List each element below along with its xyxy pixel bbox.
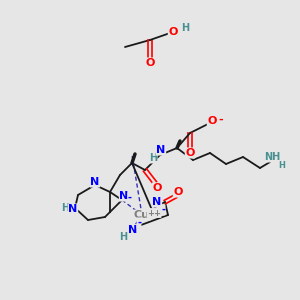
Text: O: O bbox=[152, 183, 162, 193]
Text: O: O bbox=[173, 187, 183, 197]
Text: H: H bbox=[119, 232, 127, 242]
Text: -: - bbox=[219, 115, 223, 125]
Text: H: H bbox=[61, 203, 69, 213]
Text: H: H bbox=[279, 160, 285, 169]
Text: O: O bbox=[185, 148, 195, 158]
Text: NH: NH bbox=[264, 152, 280, 162]
Text: Cu: Cu bbox=[134, 210, 150, 220]
Text: N: N bbox=[156, 145, 166, 155]
Text: N: N bbox=[152, 197, 162, 207]
Text: -: - bbox=[161, 205, 165, 215]
Text: O: O bbox=[145, 58, 155, 68]
Text: N: N bbox=[128, 225, 138, 235]
Text: H: H bbox=[149, 153, 157, 163]
Text: N: N bbox=[90, 177, 100, 187]
Text: -: - bbox=[137, 218, 141, 228]
Text: ++: ++ bbox=[147, 208, 161, 217]
Text: O: O bbox=[207, 116, 217, 126]
Text: H: H bbox=[181, 23, 189, 33]
Text: -: - bbox=[128, 193, 132, 203]
Text: O: O bbox=[168, 27, 178, 37]
Text: N: N bbox=[119, 191, 129, 201]
Text: N: N bbox=[68, 204, 78, 214]
